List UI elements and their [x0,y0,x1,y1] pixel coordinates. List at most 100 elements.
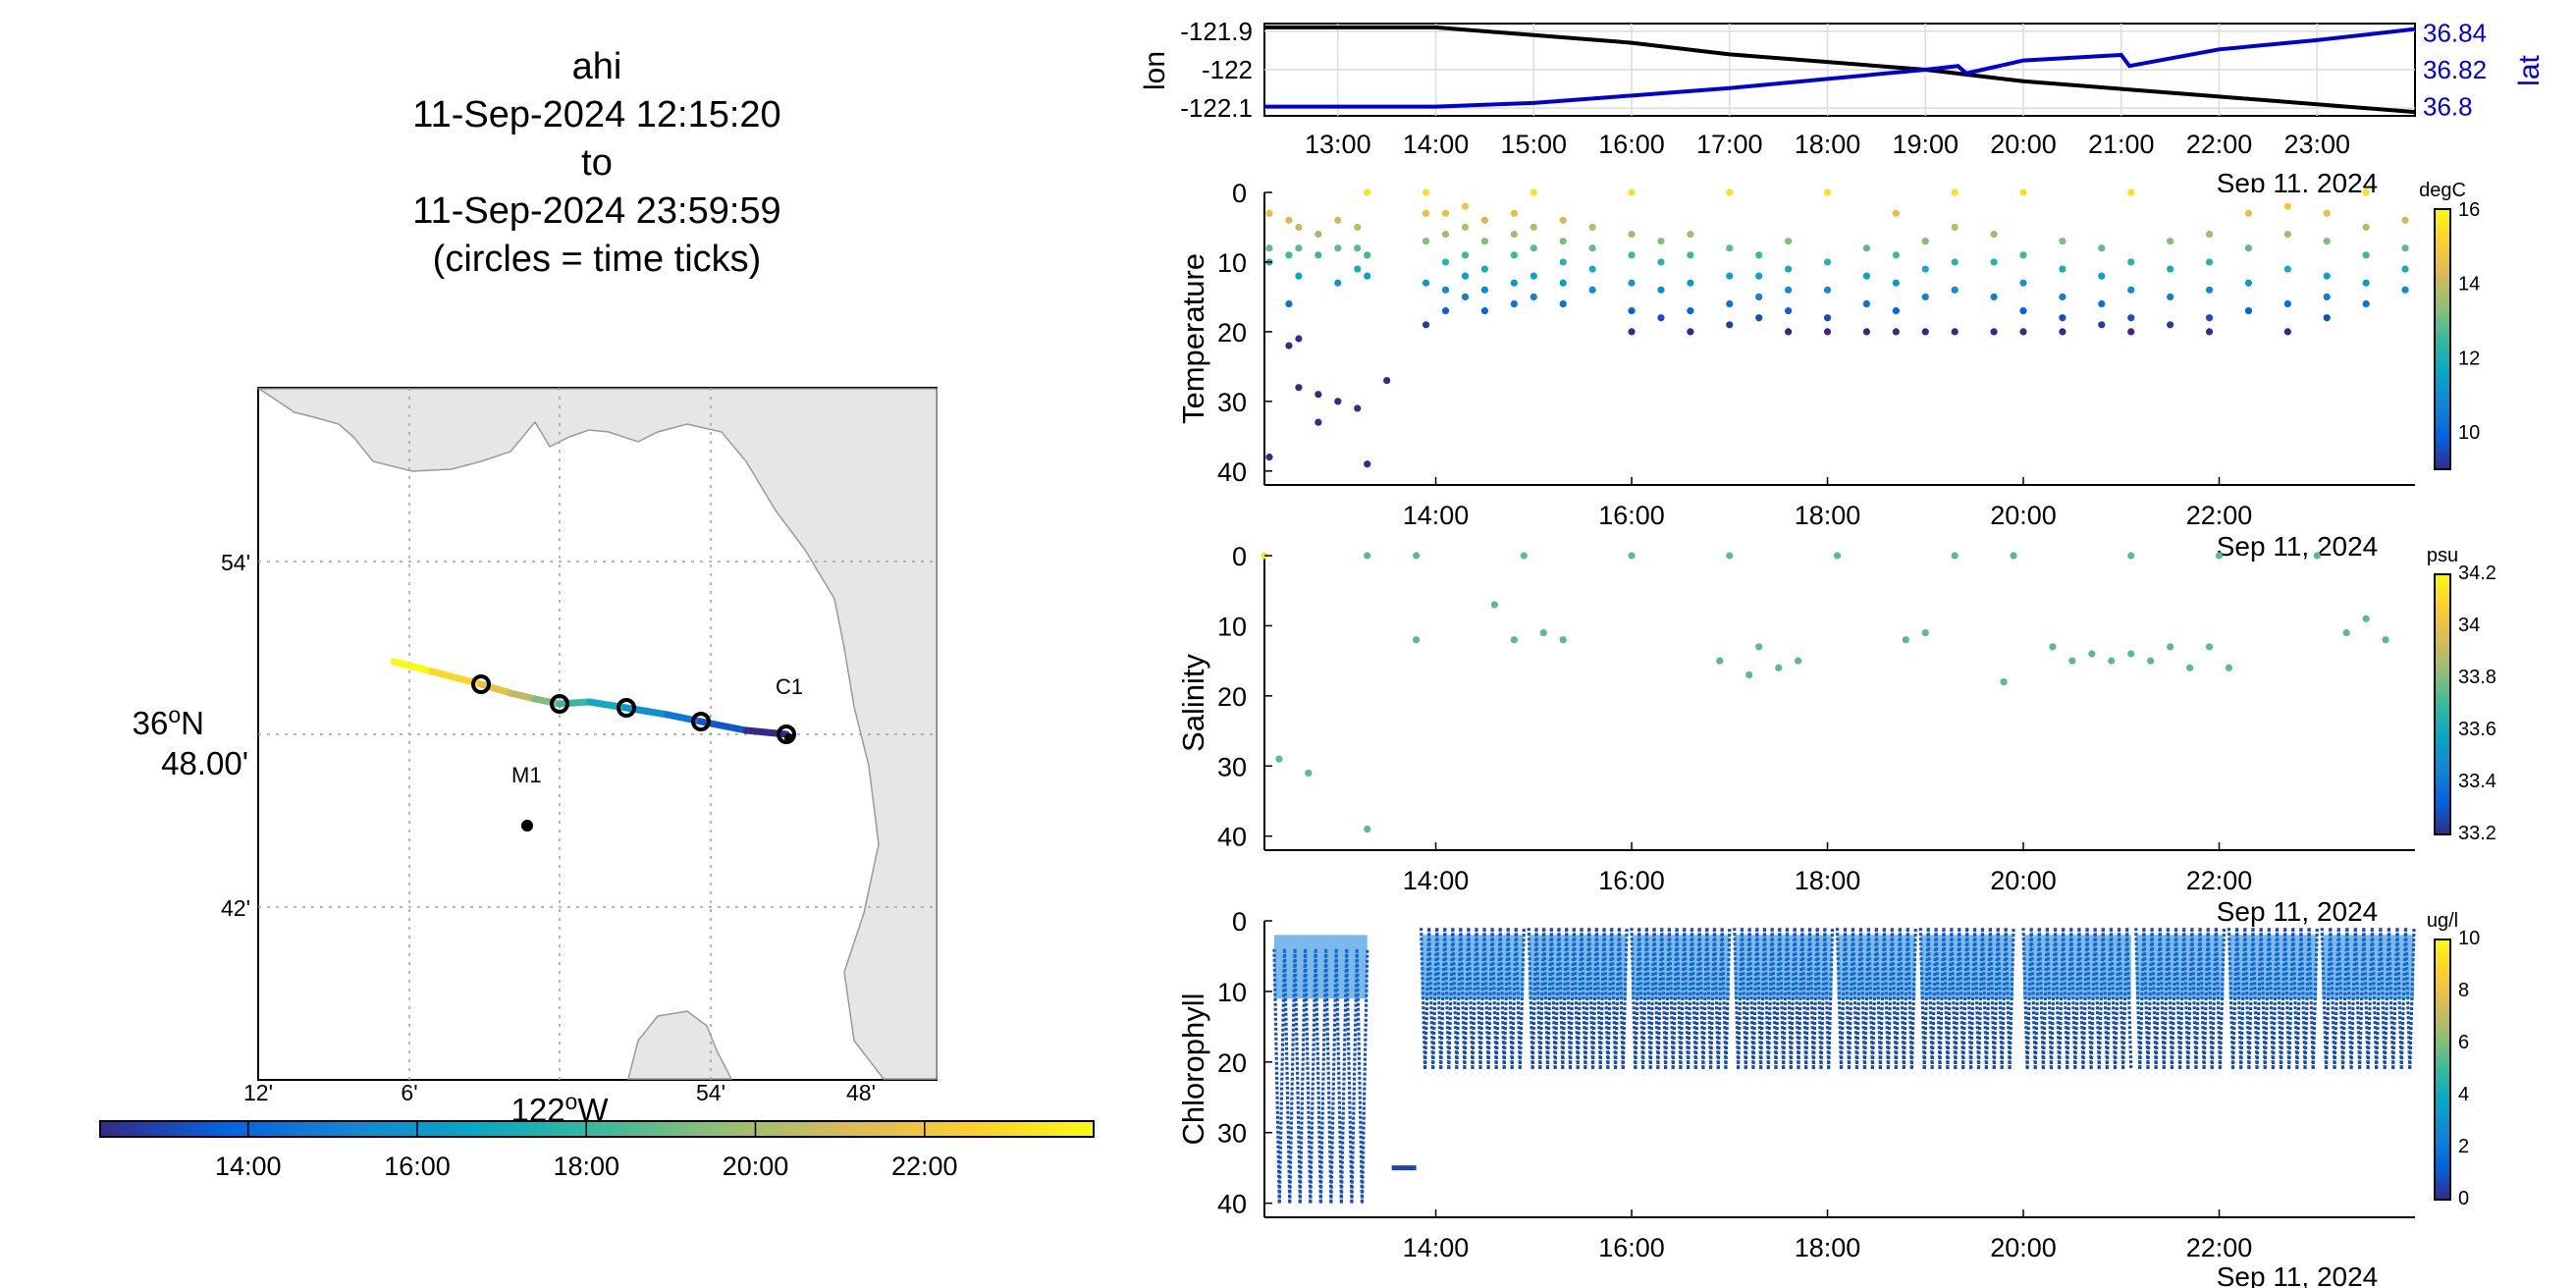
temperature-point [1628,251,1636,259]
depth-tick-label: 40 [1217,457,1247,487]
temperature-point [1726,244,1734,252]
temperature-point [2362,251,2370,259]
lat-hemisphere: N [181,705,204,741]
salinity-point [2147,657,2155,665]
temperature-point [1785,307,1793,315]
chlorophyll-cast [1334,948,1344,1204]
chlorophyll-y-tick-labels: 0 10 20 30 40 [1217,907,1272,1219]
chlorophyll-colorbar: 10 8 6 4 2 0 ug/l [2427,910,2480,1209]
temperature-point [1687,328,1694,336]
temperature-point [1461,293,1470,301]
colorbar-tick-label: 2 [2458,1136,2469,1157]
temperature-point [1559,238,1567,245]
temperature-point [1510,251,1518,259]
lon-deg-symbol: o [565,1089,578,1114]
temperature-point [1921,328,1929,336]
temperature-point [1480,238,1489,245]
temperature-point [1530,244,1537,252]
temperature-point [1559,258,1567,266]
salinity-points [1261,552,2389,833]
lonlat-x-tick-label: 14:00 [1403,130,1470,159]
colorbar-tick-label: 4 [2458,1084,2469,1105]
lonlat-x-tick-label: 19:00 [1892,130,1959,159]
salinity-point [2215,552,2224,560]
salinity-point [2205,643,2214,651]
time-tick-label: 16:00 [1598,866,1665,895]
time-colorbar-tick-label: 14:00 [215,1152,282,1181]
temperature-point [1422,238,1430,245]
chlorophyll-surface-layer [2228,935,2318,999]
temperature-point [1755,251,1763,259]
colorbar-tick-label: 33.8 [2458,667,2496,688]
colorbar-tick-label: 34.2 [2458,563,2496,584]
temperature-point [1285,299,1293,308]
title-line-2: 11-Sep-2024 12:15:20 [412,94,780,135]
land-south-point [627,1010,733,1080]
temperature-point [2059,265,2066,273]
chlorophyll-cast [1345,948,1354,1204]
temperature-point [2205,314,2214,322]
temperature-point [2244,244,2253,252]
temperature-point [1295,272,1303,280]
lat-y-tick-label: 36.8 [2423,92,2473,122]
chlorophyll-x-tick-labels: 14:00 16:00 18:00 20:00 22:00 [1403,1209,2252,1262]
lon-series-line [1264,25,2416,115]
time-colorbar-ticks: 14:00 16:00 18:00 20:00 22:00 [215,1121,958,1181]
temperature-point [1295,244,1303,252]
temperature-point [2127,314,2135,322]
temperature-point [1315,418,1322,426]
temperature-point [2167,293,2174,301]
temperature-point [1990,258,1998,266]
salinity-panel: 0 10 20 30 40 14:00 16:00 18:00 20:00 22:00 Sali… [1176,542,2496,927]
temperature-point [1510,230,1518,239]
colorbar-tick-label: 33.4 [2458,771,2496,792]
temperature-point [1892,328,1900,336]
lon-y-tick-label: -122 [1202,55,1253,84]
time-colorbar-gradient [99,1120,1095,1138]
temperature-point [1510,209,1518,217]
time-colorbar-tick-label: 22:00 [891,1152,958,1181]
depth-tick-label: 20 [1217,318,1247,348]
salinity-point [1510,636,1518,644]
temperature-point [1334,398,1342,405]
temperature-point [2098,272,2106,280]
chlorophyll-surface-layer [1529,935,1628,999]
chlorophyll-surface-layer [1632,935,1730,999]
temperature-point [2167,321,2174,329]
temperature-point [2283,265,2291,273]
temperature-point [1364,460,1371,468]
time-tick-label: 16:00 [1598,1233,1665,1262]
map-lon-tick: 48' [846,1080,876,1105]
chlorophyll-surface-layer [1273,935,1368,999]
temperature-point [2283,202,2291,210]
salinity-point [2127,552,2135,560]
temperature-point [1823,328,1832,336]
temperature-point [2019,279,2027,287]
temperature-point [1480,286,1489,294]
temperature-point [2127,286,2135,294]
temperature-point [1480,216,1489,224]
salinity-ylabel: Salinity [1176,654,1210,752]
map-grid [258,388,937,1080]
temperature-points [1265,188,2409,468]
temperature-point [2019,188,2027,196]
lonlat-x-tick-label: 17:00 [1696,130,1763,159]
temperature-point [2362,188,2370,196]
chlorophyll-surface-layer [1837,935,1916,999]
colorbar-tick-label: 6 [2458,1032,2469,1053]
depth-tick-label: 30 [1217,388,1247,417]
temperature-point [1510,299,1518,308]
chlorophyll-cast [1303,948,1313,1204]
temperature-point [1657,314,1665,322]
temperature-point [1657,238,1665,245]
track-segment [477,680,514,697]
temperature-point [2283,299,2291,308]
chlorophyll-surface-layer [2322,935,2415,999]
temperature-point [1315,251,1322,259]
time-tick-label: 22:00 [2186,501,2253,530]
salinity-point [1305,769,1313,778]
temperature-point [2362,279,2370,287]
depth-tick-label: 40 [1217,823,1247,852]
lonlat-x-tick-label: 16:00 [1598,130,1665,159]
temperature-point [1530,272,1537,280]
